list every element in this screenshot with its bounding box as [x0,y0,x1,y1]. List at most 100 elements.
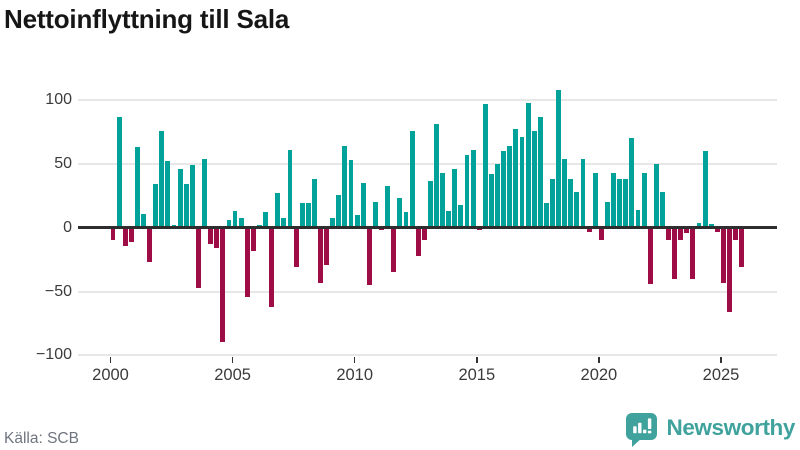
bar-2020-q1 [598,227,604,241]
bar-2002-q1 [159,130,165,228]
x-axis-label-2005: 2005 [214,366,251,384]
bar-2013-q4 [446,211,452,228]
chart-title: Nettoinflyttning till Sala [4,4,290,34]
bar-2025-q3 [733,227,739,241]
bar-2016-q1 [501,151,507,228]
y-axis-label-0: 0 [63,218,72,236]
x-axis-label-2020: 2020 [580,366,618,384]
bar-2016-q3 [513,129,519,228]
bar-2005-q4 [250,227,256,251]
bar-2009-q1 [330,217,336,228]
bar-2018-q4 [568,179,574,228]
bar-2005-q1 [232,211,238,228]
bar-2021-q3 [635,209,641,228]
bar-2017-q1 [525,102,531,228]
gridline-50 [78,162,777,165]
bar-2020-q2 [605,202,610,228]
bar-2024-q1 [696,222,702,228]
bar-2011-q4 [397,198,403,228]
bar-2011-q2 [385,185,391,228]
bar-2007-q2 [287,149,293,228]
bar-2010-q1 [354,214,360,228]
bar-2006-q4 [275,193,281,228]
bar-2005-q3 [244,227,250,297]
gridline--100 [78,354,777,357]
x-axis-label-2000: 2000 [92,366,129,384]
x-axis-label-2015: 2015 [458,366,496,384]
bar-2004-q1 [208,227,214,245]
bar-2007-q4 [299,203,305,228]
bar-2001-q1 [134,147,140,228]
bar-2010-q4 [373,202,378,228]
bar-2021-q2 [629,138,635,228]
x-axis-tick-2025 [720,357,722,363]
bar-2017-q3 [537,116,543,228]
bar-2018-q3 [562,158,568,228]
zero-axis-line [78,226,777,229]
bar-2013-q2 [434,124,439,228]
bar-2013-q1 [427,180,433,228]
bar-2014-q4 [470,149,476,228]
bar-2015-q4 [495,163,500,228]
bar-2023-q1 [672,227,678,279]
bar-2015-q2 [482,103,488,228]
newsworthy-wordmark: Newsworthy [666,415,795,440]
bar-2001-q2 [141,213,146,228]
bar-2001-q3 [147,227,153,263]
bar-2025-q1 [721,227,726,283]
bar-2024-q3 [708,223,714,228]
bar-2005-q2 [238,217,244,228]
bar-2003-q3 [195,227,201,288]
bar-2008-q2 [311,179,317,228]
bar-2022-q3 [659,191,665,228]
bar-2021-q1 [623,179,629,228]
bar-2016-q4 [519,137,525,228]
gridline-100 [78,99,777,102]
bar-2016-q2 [507,146,513,228]
bar-2004-q4 [226,220,232,228]
bar-2019-q4 [592,172,598,228]
bar-2000-q2 [116,116,122,228]
source-note: Källa: SCB [4,430,79,447]
bar-2022-q2 [653,163,659,228]
bar-2022-q1 [647,227,653,284]
x-axis-tick-2015 [476,357,478,363]
bar-2018-q2 [556,89,562,228]
bar-2003-q4 [202,158,207,228]
bar-2025-q4 [739,227,745,268]
bar-2012-q4 [421,227,427,241]
bar-2014-q3 [464,155,470,228]
bar-2023-q2 [678,227,684,241]
bar-2008-q1 [305,203,311,228]
bar-2019-q3 [586,227,592,232]
y-axis-label-100: 100 [45,91,72,109]
bar-2025-q2 [727,227,732,312]
bar-2000-q3 [122,227,128,246]
x-axis-tick-2010 [353,357,356,363]
bar-2002-q2 [165,161,171,228]
x-axis-tick-2005 [231,357,234,363]
bar-2018-q1 [550,179,555,228]
bar-2000-q1 [110,227,116,241]
bar-2013-q3 [440,172,446,228]
bar-2014-q1 [452,169,458,228]
y-axis-label-50: 50 [54,154,72,172]
bar-2003-q2 [189,165,195,228]
bar-2023-q3 [684,227,690,233]
x-axis-tick-2020 [598,357,600,363]
bar-2015-q3 [489,174,494,228]
bar-2017-q2 [531,130,537,228]
bar-2014-q2 [458,204,464,228]
bar-2024-q2 [702,151,708,228]
bar-2009-q3 [342,146,348,228]
bar-2010-q2 [360,183,366,228]
bar-2012-q2 [409,130,415,228]
bar-2022-q4 [666,227,671,241]
newsworthy-branding: Newsworthy [625,412,795,448]
y-axis-label--100: −100 [35,346,72,364]
bar-2024-q4 [714,227,720,232]
bar-2000-q4 [128,227,134,242]
bar-2008-q4 [324,227,330,265]
